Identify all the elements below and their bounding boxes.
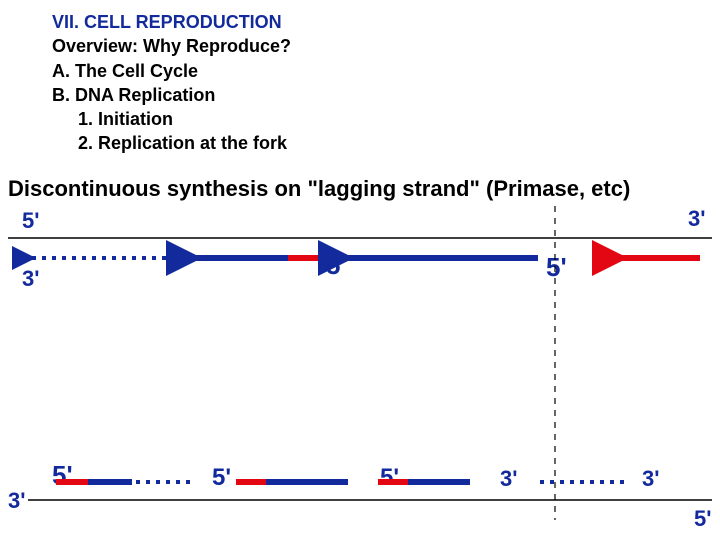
replication-diagram (0, 0, 720, 540)
